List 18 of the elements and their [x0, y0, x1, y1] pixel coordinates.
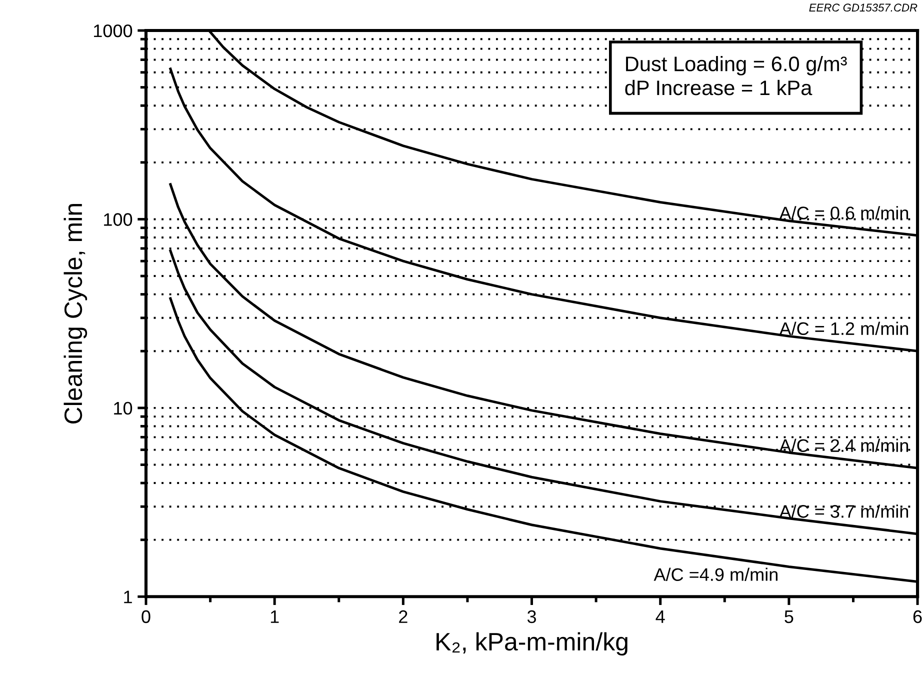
y-tick-label: 1000 — [94, 24, 132, 38]
x-tick-label: 0 — [142, 610, 150, 624]
y-tick-label: 10 — [114, 402, 132, 415]
text: EERC GD15357.CDR — [809, 4, 918, 12]
x-tick-label: 2 — [399, 610, 408, 623]
x-tick-label: 6 — [913, 610, 922, 624]
series-label: A/C = 1.2 m/min — [779, 322, 908, 336]
y-axis-title: Cleaning Cycle, min — [64, 204, 88, 424]
annotation: Dust Loading = 6.0 g/m³ dP Increase = 1 kPa — [625, 56, 847, 96]
x-tick-label: 1 — [270, 610, 279, 623]
series-label: A/C = 0.6 m/min — [779, 206, 908, 220]
x-tick-label: 4 — [656, 610, 665, 623]
x-tick-label: 5 — [784, 610, 794, 624]
y-tick-label: 1 — [124, 590, 132, 604]
x-tick-label: 3 — [527, 610, 536, 624]
y-tick-label: 100 — [104, 213, 132, 226]
series-label: A/C =4.9 m/min — [654, 568, 778, 581]
x-axis-title: K₂, kPa-m-min/kg — [436, 632, 628, 656]
